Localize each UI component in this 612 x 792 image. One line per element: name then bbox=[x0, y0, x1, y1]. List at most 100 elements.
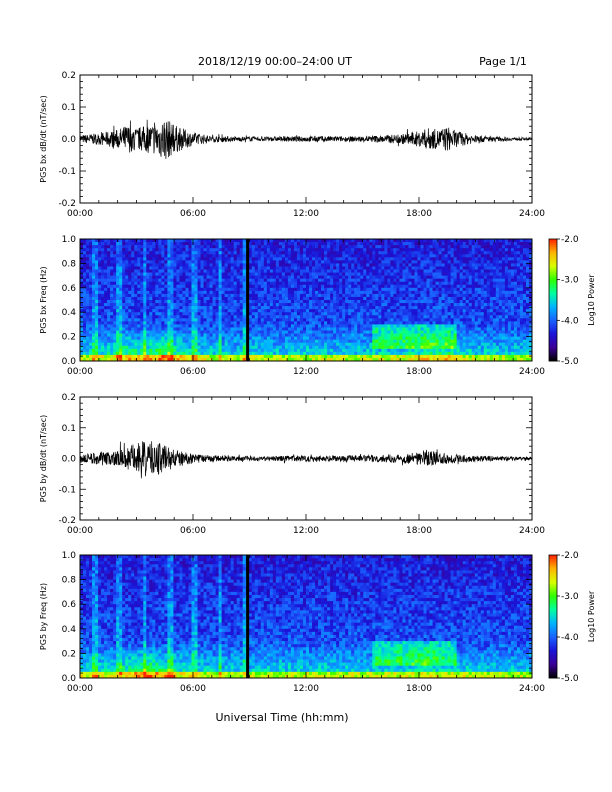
spectrogram-cell bbox=[387, 272, 391, 276]
spectrogram-cell bbox=[197, 354, 201, 359]
spectrogram-cell bbox=[158, 284, 162, 289]
spectrogram-cell bbox=[161, 339, 165, 344]
spectrogram-cell bbox=[221, 345, 225, 350]
spectrogram-cell bbox=[212, 333, 216, 337]
spectrogram-cell bbox=[113, 342, 117, 347]
spectrogram-cell bbox=[405, 257, 409, 261]
spectrogram-cell bbox=[315, 357, 319, 362]
spectrogram-cell bbox=[233, 327, 238, 331]
spectrogram-cell bbox=[281, 275, 286, 279]
spectrogram-cell bbox=[417, 251, 421, 255]
spectrogram-cell bbox=[399, 248, 403, 252]
spectrogram-cell bbox=[405, 275, 409, 279]
spectrogram-cell bbox=[230, 306, 235, 310]
spectrogram-cell bbox=[230, 324, 235, 328]
spectrogram-cell bbox=[263, 245, 268, 249]
spectrogram-cell bbox=[336, 293, 340, 298]
spectrogram-cell bbox=[351, 300, 355, 304]
spectrogram-cell bbox=[315, 266, 319, 270]
spectrogram-cell bbox=[447, 254, 451, 258]
spectrogram-cell bbox=[336, 251, 340, 255]
spectrogram-cell bbox=[420, 287, 424, 292]
spectrogram-cell bbox=[330, 245, 334, 249]
spectrogram-cell bbox=[176, 336, 180, 340]
spectrogram-cell bbox=[369, 248, 373, 252]
spectrogram-cell bbox=[89, 278, 93, 283]
spectrogram-cell bbox=[381, 318, 385, 322]
spectrogram-cell bbox=[408, 242, 412, 246]
spectrogram-cell bbox=[348, 354, 352, 359]
spectrogram-cell bbox=[104, 260, 108, 264]
spectrogram-cell bbox=[281, 251, 286, 255]
spectrogram-cell bbox=[107, 239, 111, 243]
spectrogram-cell bbox=[236, 312, 241, 316]
spectrogram-cell bbox=[281, 278, 286, 283]
spectrogram-cell bbox=[396, 351, 400, 356]
spectrogram-cell bbox=[423, 348, 427, 353]
spectrogram-cell bbox=[218, 290, 222, 295]
spectrogram-cell bbox=[275, 260, 280, 264]
spectrogram-cell bbox=[221, 269, 225, 273]
spectrogram-cell bbox=[426, 269, 430, 273]
spectrogram-cell bbox=[149, 260, 153, 264]
spectrogram-cell bbox=[315, 269, 319, 273]
spectrogram-cell bbox=[197, 287, 201, 292]
spectrogram-cell bbox=[408, 269, 412, 273]
spectrogram-cell bbox=[402, 336, 406, 340]
spectrogram-cell bbox=[236, 284, 241, 289]
spectrogram-cell bbox=[444, 281, 448, 286]
spectrogram-cell bbox=[375, 263, 379, 267]
spectrogram-cell bbox=[134, 303, 138, 307]
spectrogram-cell bbox=[333, 306, 337, 310]
spectrogram-cell bbox=[441, 269, 445, 273]
spectrogram-cell bbox=[137, 281, 141, 286]
spectrogram-cell bbox=[312, 345, 316, 350]
spectrogram-cell bbox=[110, 351, 114, 356]
spectrogram-cell bbox=[390, 348, 394, 353]
spectrogram-cell bbox=[86, 251, 90, 255]
spectrogram-cell bbox=[197, 321, 201, 325]
spectrogram-cell bbox=[179, 339, 183, 344]
spectrogram-cell bbox=[185, 348, 189, 353]
spectrogram-cell bbox=[185, 336, 189, 340]
spectrogram-cell bbox=[348, 296, 352, 301]
spectrogram-cell bbox=[309, 251, 313, 255]
spectrogram-cell bbox=[110, 284, 114, 289]
spectrogram-cell bbox=[254, 248, 259, 252]
spectrogram-cell bbox=[327, 260, 331, 264]
spectrogram-cell bbox=[309, 300, 313, 304]
spectrogram-cell bbox=[203, 239, 207, 243]
spectrogram-cell bbox=[408, 348, 412, 353]
spectrogram-cell bbox=[95, 315, 99, 319]
spectrogram-cell bbox=[411, 266, 415, 270]
spectrogram-cell bbox=[384, 315, 388, 319]
spectrogram-cell bbox=[215, 245, 219, 249]
spectrogram-cell bbox=[215, 342, 219, 347]
spectrogram-cell bbox=[137, 303, 141, 307]
spectrogram-cell bbox=[263, 318, 268, 322]
spectrogram-cell bbox=[188, 239, 192, 243]
spectrogram-cell bbox=[176, 266, 180, 270]
spectrogram-cell bbox=[194, 351, 198, 356]
spectrogram-cell bbox=[366, 281, 370, 286]
spectrogram-cell bbox=[173, 266, 177, 270]
spectrogram-cell bbox=[167, 275, 171, 279]
spectrogram-cell bbox=[372, 296, 376, 301]
spectrogram-cell bbox=[399, 339, 403, 344]
spectrogram-cell bbox=[173, 260, 177, 264]
spectrogram-cell bbox=[185, 339, 189, 344]
spectrogram-cell bbox=[435, 324, 439, 328]
spectrogram-cell bbox=[152, 260, 156, 264]
spectrogram-cell bbox=[167, 345, 171, 350]
spectrogram-cell bbox=[299, 281, 304, 286]
spectrogram-cell bbox=[218, 339, 222, 344]
spectrogram-cell bbox=[348, 293, 352, 298]
spectrogram-cell bbox=[420, 339, 424, 344]
spectrogram-cell bbox=[143, 348, 147, 353]
spectrogram-cell bbox=[396, 321, 400, 325]
spectrogram-cell bbox=[152, 272, 156, 276]
spectrogram-cell bbox=[107, 321, 111, 325]
spectrogram-cell bbox=[387, 357, 391, 362]
spectrogram-cell bbox=[293, 330, 298, 334]
spectrogram-cell bbox=[212, 251, 216, 255]
